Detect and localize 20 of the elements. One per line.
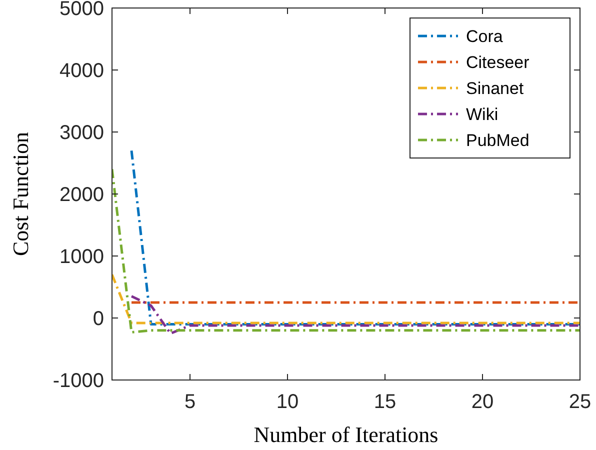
y-tick-label: 2000	[60, 184, 104, 206]
legend-label: PubMed	[466, 131, 530, 150]
x-tick-label: 10	[276, 391, 299, 413]
legend-label: Cora	[466, 27, 504, 46]
y-tick-label: 4000	[60, 60, 104, 82]
x-tick-label: 20	[471, 391, 494, 413]
y-axis-title: Cost Function	[8, 132, 33, 256]
legend-label: Sinanet	[466, 79, 524, 98]
x-tick-label: 25	[568, 391, 592, 413]
line-series	[130, 295, 580, 335]
legend-label: Citeseer	[466, 53, 530, 72]
y-tick-label: 1000	[60, 246, 104, 268]
y-tick-label: -1000	[52, 370, 104, 392]
x-tick-label: 15	[374, 391, 396, 413]
y-tick-label: 0	[92, 308, 104, 330]
x-tick-label: 5	[184, 391, 196, 413]
x-axis-title: Number of Iterations	[254, 422, 438, 447]
y-tick-label: 3000	[60, 122, 104, 144]
y-tick-label: 5000	[60, 0, 104, 20]
legend-label: Wiki	[466, 105, 498, 124]
